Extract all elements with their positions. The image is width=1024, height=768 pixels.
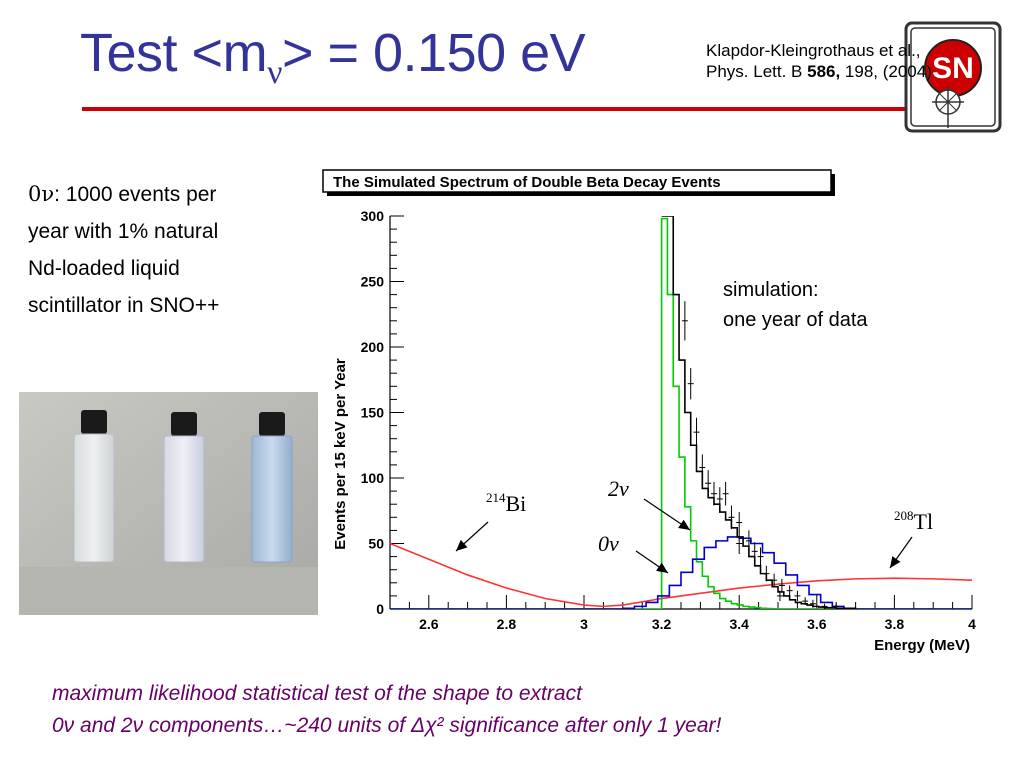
zero-nu-annotation-label: 0ν [598,531,619,556]
bi214-annotation-superscript: 214 [486,490,506,505]
title-subscript: ν [267,54,282,91]
x-tick-label: 4 [968,616,976,632]
x-tick-label: 3.4 [729,616,749,632]
bi214-annotation-arrowhead [456,539,468,551]
simulation-note-line2: one year of data [723,309,868,331]
chart-series-layer [390,216,972,609]
y-tick-label: 150 [361,405,385,421]
reference-line2: Phys. Lett. B 586, 198, (2004) [706,61,932,82]
simulation-note-line1: simulation: [723,279,819,301]
left-text-line4: scintillator in SNO++ [28,294,220,317]
reference-line1: Klapdor-Kleingrothaus et al., [706,41,921,60]
left-text-line1-rest: : 1000 events per [54,183,217,206]
footer-note: maximum likelihood statistical test of t… [52,678,721,742]
reference-journal: Phys. Lett. B [706,62,808,81]
left-text-line2: year with 1% natural [28,220,219,243]
x-axis-label: Energy (MeV) [874,637,970,654]
reference: Klapdor-Kleingrothaus et al., Phys. Lett… [706,40,932,82]
title-rule [82,107,908,111]
svg-text:SN: SN [932,52,974,85]
chart-annotations: 214Bi 2ν 0ν 208Tl [455,476,933,574]
bi214-annotation-text: Bi [506,491,527,516]
left-text-line3: Nd-loaded liquid [28,257,180,280]
footer-line2: 0ν and 2ν components…~240 units of Δχ² s… [52,714,722,737]
x-tick-label: 2.6 [419,616,439,632]
x-tick-label: 3.8 [885,616,905,632]
title-suffix: > = 0.150 eV [281,23,586,83]
footer-line1: maximum likelihood statistical test of t… [52,682,582,705]
zero-nu-spectrum-curve [390,536,972,609]
left-description: 0ν: 1000 events per year with 1% natural… [28,176,219,324]
title-prefix: Test <m [80,23,268,83]
y-tick-label: 100 [361,470,385,486]
chart-title: The Simulated Spectrum of Double Beta De… [333,174,721,191]
total-data-histogram [661,216,857,609]
simulation-note: simulation: one year of data [723,275,868,335]
x-tick-label: 3.2 [652,616,672,632]
sno-plus-logo-icon: SN [904,21,1002,133]
chart-background [318,154,998,660]
x-tick-label: 2.8 [497,616,517,632]
y-axis-label: Events per 15 keV per Year [332,358,349,550]
zero-nu-annotation-arrowhead [656,562,668,573]
tl208-annotation-label: 208Tl [894,508,933,534]
y-tick-label: 50 [368,536,384,552]
two-nu-annotation-label: 2ν [608,476,629,501]
x-tick-label: 3.6 [807,616,827,632]
slide-title: Test <mν> = 0.150 eV [80,22,586,92]
two-nu-spectrum-curve [390,217,972,609]
tl208-annotation-arrowhead [890,556,901,568]
scintillator-vials-photo-icon [19,392,319,615]
y-tick-label: 300 [361,208,385,224]
y-tick-label: 200 [361,339,385,355]
tl208-annotation-text: Tl [914,509,934,534]
two-nu-annotation-arrowhead [678,519,690,530]
chart-error-bars [681,301,840,609]
bi214-annotation-label: 214Bi [486,490,526,516]
reference-volume: 586, [807,62,841,81]
tl208-annotation-superscript: 208 [894,508,914,523]
spectrum-chart: The Simulated Spectrum of Double Beta De… [318,154,998,660]
y-tick-label: 250 [361,274,385,290]
x-tick-label: 3 [580,616,588,632]
chart-title-box [322,169,832,193]
reference-pages: 198, (2004) [840,62,932,81]
y-tick-label: 0 [376,601,384,617]
left-text-line1: 0ν: 1000 events per [28,176,219,213]
zero-nu-label: 0ν [28,182,55,206]
